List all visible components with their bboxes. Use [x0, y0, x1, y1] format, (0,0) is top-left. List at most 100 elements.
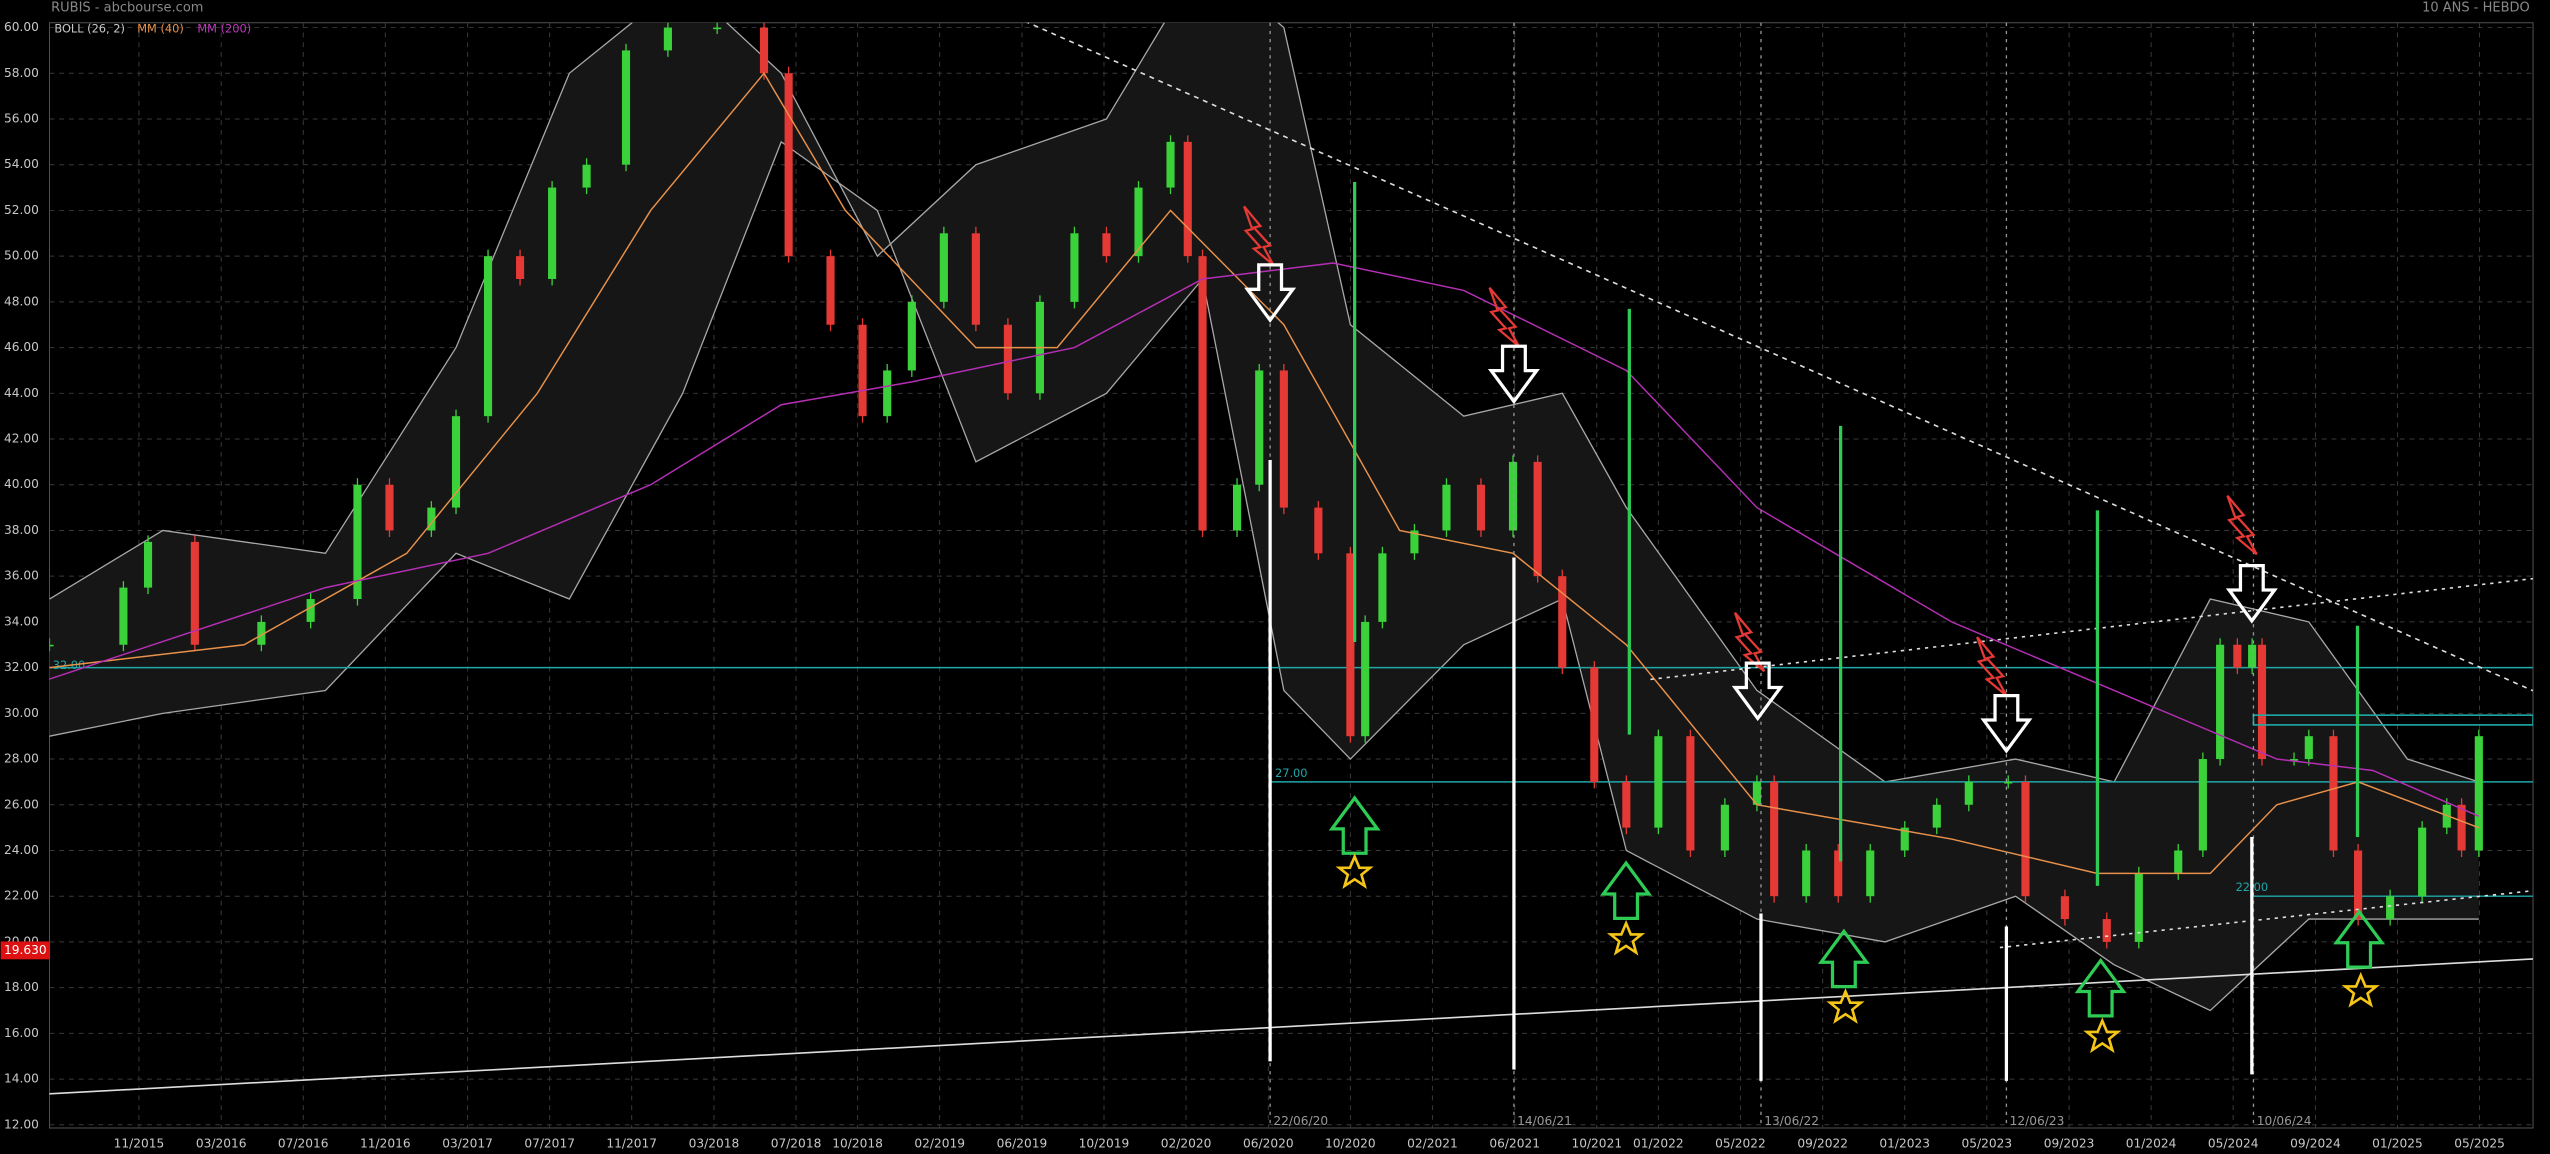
candle [2134, 873, 2143, 942]
candle [1476, 484, 1486, 531]
candle [1686, 736, 1695, 851]
legend-item: BOLL (26, 2) [54, 21, 125, 35]
y-tick-label: 60.00 [4, 20, 39, 34]
candle [1255, 370, 1264, 485]
candle [1198, 256, 1207, 531]
candle [2021, 781, 2030, 897]
candle [1314, 507, 1323, 554]
candle [907, 301, 916, 371]
y-tick-label: 28.00 [4, 752, 39, 766]
candle [1590, 667, 1599, 782]
candle [451, 416, 461, 508]
band-upper [49, 22, 2480, 783]
x-tick-label: 09/2024 [2290, 1137, 2341, 1151]
candle [2233, 644, 2242, 668]
downtrend-line [1026, 22, 2534, 692]
candle [2174, 850, 2183, 874]
chart-subtitle: 10 ANS - HEBDO [2422, 1, 2530, 16]
candle [858, 324, 867, 417]
candle [1508, 461, 1518, 531]
candle [2216, 644, 2225, 760]
candle [2457, 804, 2466, 851]
x-tick-label: 05/2025 [2454, 1137, 2505, 1151]
x-tick-label: 05/2023 [1961, 1137, 2012, 1151]
candle [483, 256, 493, 417]
candle [759, 27, 769, 74]
candle [1932, 804, 1941, 828]
candle [1003, 324, 1012, 394]
x-tick-label: 10/2020 [1325, 1137, 1376, 1151]
y-tick-label: 42.00 [4, 432, 39, 446]
candle [1752, 781, 1761, 805]
bollinger [49, 22, 2480, 1012]
candle [713, 27, 722, 30]
y-tick-label: 34.00 [4, 614, 39, 628]
candle [190, 541, 199, 645]
moving-averages [49, 72, 2480, 875]
candle [427, 507, 436, 531]
date-label: 12/06/23 [2010, 1114, 2065, 1128]
candle [883, 370, 892, 417]
x-tick-label: 01/2022 [1633, 1137, 1684, 1151]
trendlines [49, 22, 2534, 1095]
y-tick-label: 32.00 [4, 660, 39, 674]
candle [119, 587, 128, 645]
y-tick-label: 54.00 [4, 157, 39, 171]
y-tick-label: 18.00 [4, 980, 39, 994]
candle [2354, 850, 2363, 920]
x-tick-label: 07/2018 [771, 1137, 822, 1151]
y-tick-label: 30.00 [4, 706, 39, 720]
date-label: 10/06/24 [2257, 1114, 2312, 1128]
y-tick-label: 22.00 [4, 889, 39, 903]
candle [1410, 530, 1419, 554]
x-tick-label: 09/2022 [1797, 1137, 1848, 1151]
x-tick-label: 06/2021 [1489, 1137, 1540, 1151]
price-tag-label: 19.630 [4, 943, 47, 957]
candle [1232, 484, 1242, 531]
price-tag [0, 941, 50, 960]
candle [2248, 644, 2257, 668]
zone [2252, 714, 2534, 726]
channel-top [1650, 577, 2534, 681]
axes: 12.0014.0016.0018.0020.0022.0024.0026.00… [0, 20, 2505, 1151]
y-tick-label: 50.00 [4, 249, 39, 263]
x-tick-label: 06/2019 [997, 1137, 1048, 1151]
chart-title: RUBIS - abcbourse.com [51, 1, 203, 16]
y-tick-label: 40.00 [4, 477, 39, 491]
x-tick-label: 01/2023 [1879, 1137, 1930, 1151]
band-fill [49, 22, 2479, 1011]
x-tick-label: 03/2017 [442, 1137, 493, 1151]
candle [2198, 759, 2207, 851]
candle [1866, 850, 1875, 897]
candle [49, 644, 54, 647]
candle [2304, 736, 2313, 760]
candle [257, 621, 266, 645]
candle [1834, 850, 1843, 897]
candle [143, 541, 153, 588]
candle [971, 233, 980, 325]
x-tick-label: 03/2016 [196, 1137, 247, 1151]
y-tick-label: 38.00 [4, 523, 39, 537]
date-label: 22/06/20 [1273, 1114, 1328, 1128]
x-tick-label: 01/2025 [2372, 1137, 2423, 1151]
candle [1166, 141, 1175, 188]
x-tick-label: 10/2021 [1571, 1137, 1622, 1151]
candle [2289, 759, 2299, 761]
y-tick-label: 12.00 [4, 1117, 39, 1131]
x-tick-label: 05/2024 [2208, 1137, 2259, 1151]
candle [1361, 621, 1370, 737]
moving-average [49, 72, 2480, 875]
x-tick-label: 03/2018 [689, 1137, 740, 1151]
candle [1378, 553, 1387, 622]
y-tick-label: 36.00 [4, 569, 39, 583]
x-tick-label: 01/2024 [2126, 1137, 2177, 1151]
candle [1964, 781, 1973, 805]
candle [1134, 187, 1143, 257]
moving-average [49, 262, 2480, 817]
candle [1279, 370, 1288, 508]
candle [826, 256, 835, 325]
candle [2386, 896, 2395, 920]
x-tick-label: 11/2017 [606, 1137, 657, 1151]
candle [1558, 576, 1567, 668]
